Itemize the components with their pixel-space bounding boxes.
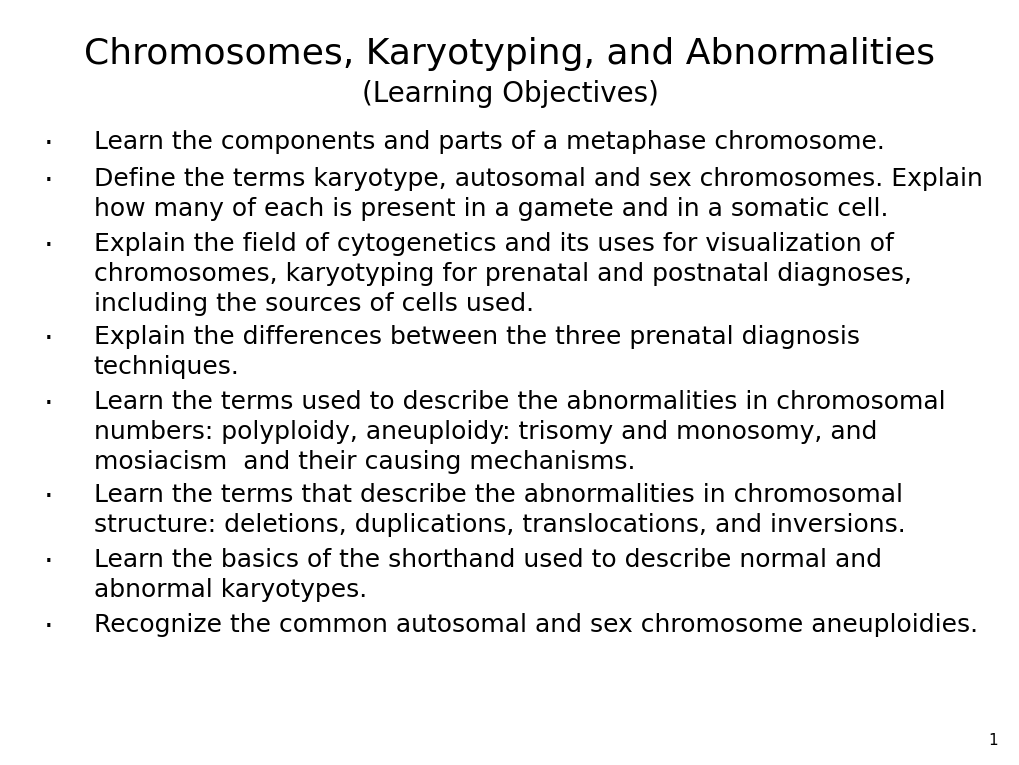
- Text: Learn the terms used to describe the abnormalities in chromosomal
numbers: polyp: Learn the terms used to describe the abn…: [94, 390, 945, 474]
- Text: ·: ·: [44, 233, 54, 261]
- Text: (Learning Objectives): (Learning Objectives): [361, 80, 658, 109]
- Text: ·: ·: [44, 130, 54, 159]
- Text: Learn the components and parts of a metaphase chromosome.: Learn the components and parts of a meta…: [94, 130, 883, 154]
- Text: ·: ·: [44, 613, 54, 642]
- Text: Chromosomes, Karyotyping, and Abnormalities: Chromosomes, Karyotyping, and Abnormalit…: [85, 37, 934, 70]
- Text: 1: 1: [987, 733, 997, 748]
- Text: Learn the terms that describe the abnormalities in chromosomal
structure: deleti: Learn the terms that describe the abnorm…: [94, 483, 905, 537]
- Text: ·: ·: [44, 168, 54, 196]
- Text: Explain the differences between the three prenatal diagnosis
techniques.: Explain the differences between the thre…: [94, 325, 859, 379]
- Text: ·: ·: [44, 325, 54, 354]
- Text: ·: ·: [44, 483, 54, 512]
- Text: ·: ·: [44, 390, 54, 419]
- Text: ·: ·: [44, 548, 54, 577]
- Text: Learn the basics of the shorthand used to describe normal and
abnormal karyotype: Learn the basics of the shorthand used t…: [94, 548, 881, 602]
- Text: Define the terms karyotype, autosomal and sex chromosomes. Explain
how many of e: Define the terms karyotype, autosomal an…: [94, 168, 981, 221]
- Text: Recognize the common autosomal and sex chromosome aneuploidies.: Recognize the common autosomal and sex c…: [94, 613, 977, 637]
- Text: Explain the field of cytogenetics and its uses for visualization of
chromosomes,: Explain the field of cytogenetics and it…: [94, 233, 911, 316]
